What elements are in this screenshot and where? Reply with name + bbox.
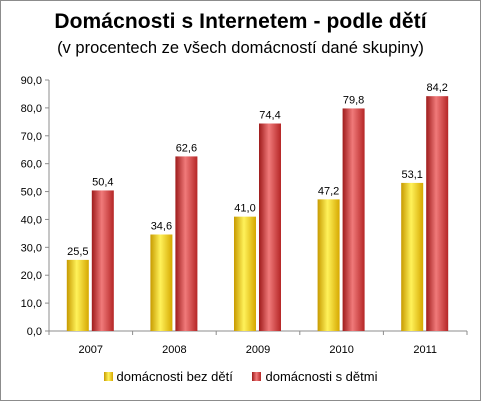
y-tick-label: 50,0 xyxy=(21,187,42,199)
y-tick-label: 0,0 xyxy=(27,326,42,338)
bar-bez-deti xyxy=(66,259,89,331)
legend-swatch-red xyxy=(252,372,262,381)
bar-bez-deti xyxy=(234,216,256,331)
data-label: 79,8 xyxy=(343,94,364,106)
y-tick-label: 90,0 xyxy=(21,75,42,87)
x-tick-label: 2010 xyxy=(329,344,353,356)
data-label: 47,2 xyxy=(318,185,339,197)
data-label: 34,6 xyxy=(151,221,172,233)
bar-bez-deti xyxy=(150,234,173,331)
chart-bars xyxy=(66,96,449,332)
y-tick-label: 40,0 xyxy=(21,214,42,226)
y-tick-label: 30,0 xyxy=(21,242,42,254)
y-tick-label: 10,0 xyxy=(21,298,42,310)
bar-s-detmi xyxy=(259,123,281,331)
x-tick-label: 2008 xyxy=(162,344,186,356)
x-tick-label: 2011 xyxy=(413,344,437,356)
x-tick-label: 2009 xyxy=(246,344,270,356)
data-label: 41,0 xyxy=(234,203,255,215)
chart-legend: domácnosti bez dětí domácnosti s dětmi xyxy=(1,369,480,384)
bar-s-detmi xyxy=(175,156,198,331)
y-tick-label: 60,0 xyxy=(21,159,42,171)
data-label: 25,5 xyxy=(67,246,88,258)
bar-s-detmi xyxy=(91,190,114,331)
x-tick-label: 2007 xyxy=(79,344,103,356)
y-tick-label: 20,0 xyxy=(21,270,42,282)
chart-subtitle: (v procentech ze všech domácností dané s… xyxy=(57,39,424,57)
bar-s-detmi xyxy=(342,108,365,332)
data-label: 53,1 xyxy=(401,169,422,181)
legend-item-s-detmi: domácnosti s dětmi xyxy=(252,369,377,384)
chart-title: Domácnosti s Internetem - podle dětí xyxy=(54,10,427,33)
legend-label-bez-deti: domácnosti bez dětí xyxy=(116,369,233,384)
legend-item-bez-deti: domácnosti bez dětí xyxy=(103,369,233,384)
bar-s-detmi xyxy=(426,96,449,331)
legend-label-s-detmi: domácnosti s dětmi xyxy=(265,369,378,384)
data-label: 84,2 xyxy=(426,82,447,94)
legend-swatch-yellow xyxy=(103,372,113,381)
bar-bez-deti xyxy=(317,199,340,331)
y-tick-label: 80,0 xyxy=(21,103,42,115)
y-tick-label: 70,0 xyxy=(21,131,42,143)
data-label: 74,4 xyxy=(259,110,280,122)
chart-data-labels: 25,5 50,4 34,6 62,6 41,0 74,4 47,2 79,8 53,1 84,2 xyxy=(67,82,448,258)
chart-axes: 0,0 10,0 20,0 30,0 40,0 50,0 60,0 70,0 80,0 90,0 2… xyxy=(21,75,468,356)
data-label: 50,4 xyxy=(92,176,113,188)
data-label: 62,6 xyxy=(176,142,197,154)
bar-bez-deti xyxy=(401,182,424,331)
